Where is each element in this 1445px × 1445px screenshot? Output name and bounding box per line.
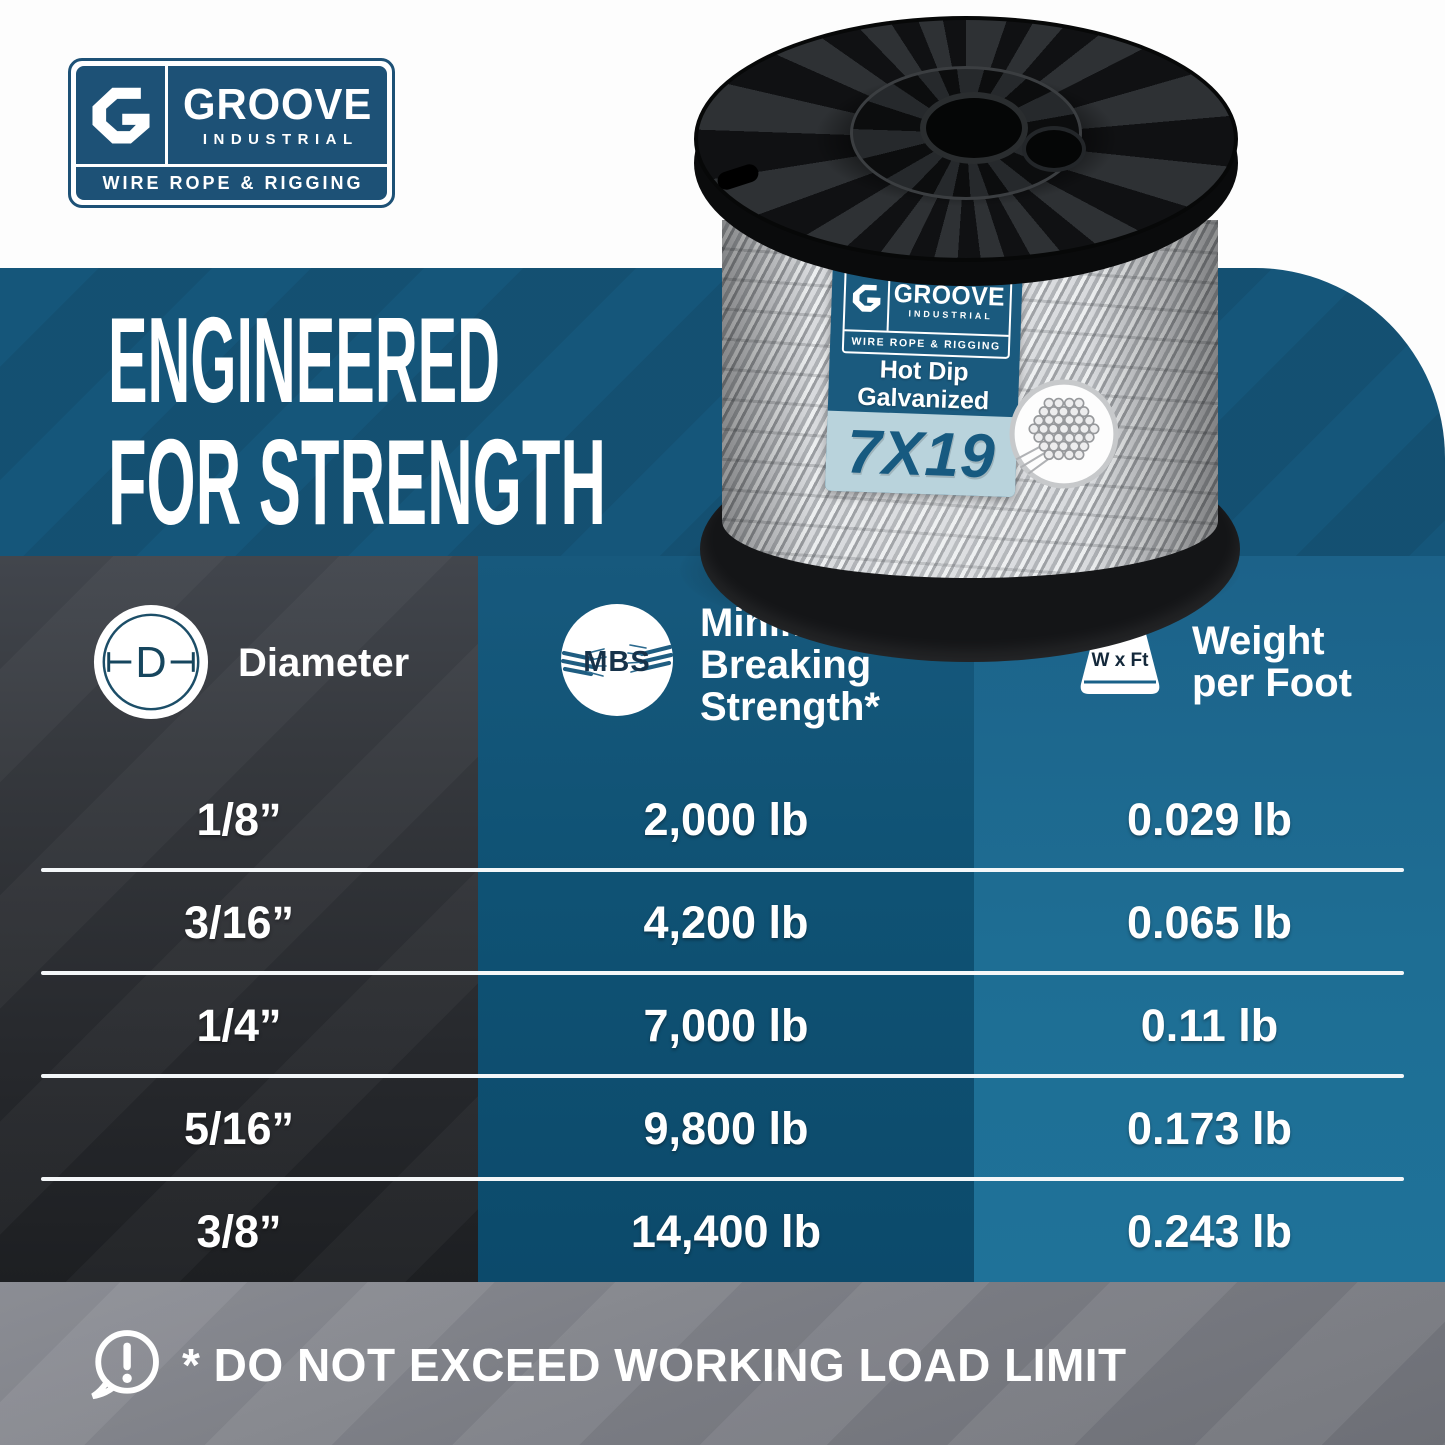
header-breaking-strength: Minimum Breaking Strength* [700, 601, 880, 729]
cell-weight: 0.029 lb [1126, 794, 1293, 845]
row-separator [41, 868, 1404, 872]
weight-icon-text: W x Ft [1092, 650, 1150, 671]
cell-diameter: 3/16” [183, 897, 295, 948]
spool-top-flange [694, 16, 1238, 262]
row-separator [41, 1074, 1404, 1078]
warning-text: * DO NOT EXCEED WORKING LOAD LIMIT [182, 1339, 1127, 1391]
spool-hub [850, 66, 1082, 200]
row-separator [41, 1177, 1404, 1181]
cell-diameter: 5/16” [183, 1103, 295, 1154]
table-row: 3/8” 14,400 lb 0.243 lb [0, 1180, 1445, 1283]
cell-breaking-strength: 7,000 lb [643, 1000, 809, 1051]
cell-weight: 0.065 lb [1126, 897, 1293, 948]
brand-name-cell: GROOVE INDUSTRIAL [168, 66, 387, 164]
cell-diameter: 1/8” [196, 794, 282, 845]
diameter-icon-letter: D [135, 639, 166, 687]
warning-bubble-icon [91, 1330, 159, 1400]
cell-weight: 0.11 lb [1140, 1000, 1279, 1051]
headline-line1: ENGINEERED [108, 296, 500, 428]
cell-diameter: 3/8” [196, 1206, 282, 1257]
column-bg-weight [974, 556, 1445, 1282]
groove-g-icon [91, 87, 150, 144]
cell-breaking-strength: 9,800 lb [643, 1103, 809, 1154]
column-bg-diameter [0, 556, 478, 1282]
cell-weight: 0.173 lb [1126, 1103, 1293, 1154]
mbs-icon-text: MBS [583, 646, 650, 678]
brand-tagline: WIRE ROPE & RIGGING [102, 173, 364, 193]
header-weight: Weight per Foot [1192, 619, 1352, 705]
spool-top-flange-rim [694, 40, 1238, 286]
cell-breaking-strength: 14,400 lb [630, 1206, 822, 1257]
headline: ENGINEERED FOR STRENGTH [108, 296, 606, 550]
brand-logo: GROOVE INDUSTRIAL WIRE ROPE & RIGGING [68, 58, 395, 208]
brand-division: INDUSTRIAL [202, 131, 359, 148]
cell-weight: 0.243 lb [1126, 1206, 1293, 1257]
brand-monogram-cell [76, 66, 168, 164]
spec-table: D Diameter MBS Minimum Breaking Strength… [0, 556, 1445, 1282]
cell-breaking-strength: 2,000 lb [643, 794, 809, 845]
footer-band [0, 1282, 1445, 1445]
table-row: 5/16” 9,800 lb 0.173 lb [0, 1077, 1445, 1180]
diameter-icon: D [93, 604, 209, 720]
row-separator [41, 971, 1404, 975]
brand-tagline-cell: WIRE ROPE & RIGGING [76, 164, 387, 200]
column-bg-breaking-strength [478, 556, 974, 1282]
weight-icon: W x Ft [1080, 606, 1160, 694]
spool-flange-slot [715, 161, 761, 193]
brand-name: GROOVE [182, 80, 373, 129]
header-diameter: Diameter [238, 641, 410, 685]
table-row: 1/4” 7,000 lb 0.11 lb [0, 974, 1445, 1077]
spool-side-hole [1022, 126, 1086, 172]
headline-line2: FOR STRENGTH [108, 414, 606, 550]
spool-center-hole [920, 92, 1028, 164]
cell-diameter: 1/4” [196, 1000, 282, 1051]
cell-breaking-strength: 4,200 lb [643, 897, 809, 948]
table-row: 3/16” 4,200 lb 0.065 lb [0, 871, 1445, 974]
mbs-icon: MBS [560, 604, 674, 716]
brand-logo-inner: GROOVE INDUSTRIAL WIRE ROPE & RIGGING [76, 66, 387, 200]
table-row: 1/8” 2,000 lb 0.029 lb [0, 768, 1445, 871]
